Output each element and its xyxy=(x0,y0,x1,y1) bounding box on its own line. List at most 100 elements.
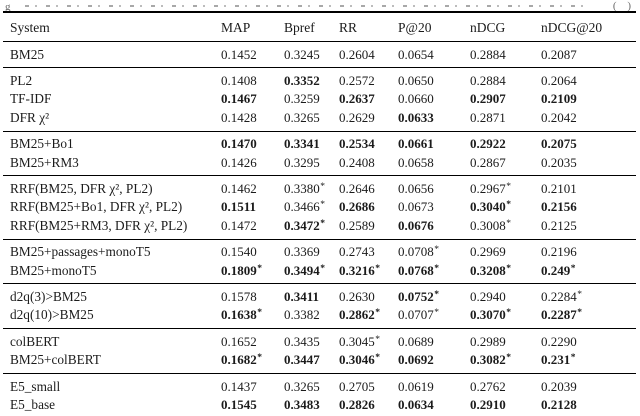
significance-asterisk: * xyxy=(257,263,262,274)
col-header-bpref: Bpref xyxy=(284,12,339,42)
results-table: System MAP Bpref RR P@20 nDCG nDCG@20 BM25 0.14… xyxy=(3,11,636,416)
table-header: System MAP Bpref RR P@20 nDCG nDCG@20 xyxy=(3,12,636,42)
metric-cell: 0.3070* xyxy=(470,307,511,323)
metric-cell: 0.1472 xyxy=(221,217,257,233)
metric-cell: 0.3382 xyxy=(284,307,320,323)
metric-cell: 0.2940 xyxy=(470,288,506,304)
metric-cell: 0.2589 xyxy=(339,217,375,233)
metric-cell: 0.2534 xyxy=(339,136,375,152)
metric-cell: 0.2762 xyxy=(470,378,506,394)
metric-cell: 0.1452 xyxy=(221,46,257,62)
metric-cell: 0.3447 xyxy=(284,352,320,368)
metric-cell: 0.2087 xyxy=(541,46,577,62)
significance-asterisk: * xyxy=(577,308,582,319)
metric-cell: 0.2408 xyxy=(339,154,375,170)
caption-fragment-left: g xyxy=(5,1,11,12)
table-row: d2q(10)>BM25 0.1638* 0.3382 0.2862* 0.0707* 0… xyxy=(3,306,636,328)
system-group-6: d2q(3)>BM25 0.1578 0.3411 0.2630 0.0752* 0.29… xyxy=(3,283,636,329)
metric-cell: 0.2871 xyxy=(470,109,506,125)
col-header-rr: RR xyxy=(339,12,398,42)
metric-cell: 0.1437 xyxy=(221,378,257,394)
metric-cell: 0.0661 xyxy=(398,136,434,152)
metric-cell: 0.0658 xyxy=(398,154,434,170)
system-group-3: BM25+Bo1 0.1470 0.3341 0.2534 0.0661 0.2922 0.… xyxy=(3,131,636,176)
caption-text-remnants xyxy=(25,5,589,7)
metric-cell: 0.0660 xyxy=(398,91,434,107)
significance-asterisk: * xyxy=(506,200,511,211)
significance-asterisk: * xyxy=(375,263,380,274)
metric-cell: 0.2042 xyxy=(541,109,577,125)
significance-asterisk: * xyxy=(570,353,576,364)
metric-cell: 0.3466* xyxy=(284,199,325,215)
metric-cell: 0.2196 xyxy=(541,244,577,260)
significance-asterisk: * xyxy=(570,263,576,274)
metric-cell: 0.3259 xyxy=(284,91,320,107)
system-group-5: BM25+passages+monoT5 0.1540 0.3369 0.2743 0.… xyxy=(3,239,636,284)
table-row: BM25+RM3 0.1426 0.3295 0.2408 0.0658 0.2867 0.… xyxy=(3,154,636,176)
table-row: colBERT 0.1652 0.3435 0.3045* 0.0689 0.2989 0.… xyxy=(3,329,636,351)
metric-cell: 0.1578 xyxy=(221,288,257,304)
table-row: E5_base 0.1545 0.3483 0.2826 0.0634 0.2910 0.2… xyxy=(3,396,636,416)
metric-cell: 0.2128 xyxy=(541,397,577,412)
col-header-ndcg: nDCG xyxy=(470,12,541,42)
metric-cell: 0.0752* xyxy=(398,288,439,304)
significance-asterisk: * xyxy=(506,353,511,364)
system-group-7: colBERT 0.1652 0.3435 0.3045* 0.0689 0.2989 0.… xyxy=(3,328,636,374)
system-label: d2q(3)>BM25 xyxy=(10,288,87,304)
significance-asterisk: * xyxy=(320,181,325,192)
significance-asterisk: * xyxy=(320,200,325,211)
system-label: E5_base xyxy=(10,397,56,412)
system-label: RRF(BM25+Bo1, DFR χ², PL2) xyxy=(10,199,183,215)
significance-asterisk: * xyxy=(257,308,262,319)
metric-cell: 0.3040* xyxy=(470,199,511,215)
significance-asterisk: * xyxy=(506,308,511,319)
metric-cell: 0.2884 xyxy=(470,46,506,62)
metric-cell: 0.3045* xyxy=(339,333,380,349)
table-row: RRF(BM25, DFR χ², PL2) 0.1462 0.3380* 0.264… xyxy=(3,176,636,198)
metric-cell: 0.1428 xyxy=(221,109,257,125)
metric-cell: 0.2284* xyxy=(541,288,582,304)
significance-asterisk: * xyxy=(434,245,439,256)
metric-cell: 0.3008* xyxy=(470,217,511,233)
col-header-map: MAP xyxy=(221,12,284,42)
metric-cell: 0.1511 xyxy=(221,199,257,215)
metric-cell: 0.3295 xyxy=(284,154,320,170)
metric-cell: 0.2637 xyxy=(339,91,375,107)
significance-asterisk: * xyxy=(506,218,511,229)
metric-cell: 0.2035 xyxy=(541,154,577,170)
metric-cell: 0.2907 xyxy=(470,91,506,107)
system-label: BM25+RM3 xyxy=(10,154,79,170)
metric-cell: 0.3245 xyxy=(284,46,320,62)
system-label: DFR χ² xyxy=(10,109,50,125)
table-row: PL2 0.1408 0.3352 0.2572 0.0650 0.2884 0.2064 xyxy=(3,68,636,90)
caption-fragment-right: ( ) xyxy=(612,0,635,12)
metric-cell: 0.2910 xyxy=(470,397,506,412)
metric-cell: 0.2826 xyxy=(339,397,375,412)
metric-cell: 0.0768* xyxy=(398,262,439,278)
metric-cell: 0.2743 xyxy=(339,244,375,260)
system-label: d2q(10)>BM25 xyxy=(10,307,94,323)
metric-cell: 0.1540 xyxy=(221,244,257,260)
metric-cell: 0.1467 xyxy=(221,91,257,107)
metric-cell: 0.1470 xyxy=(221,136,257,152)
system-label: BM25+monoT5 xyxy=(10,262,97,278)
header-row: System MAP Bpref RR P@20 nDCG nDCG@20 xyxy=(3,12,636,42)
significance-asterisk: * xyxy=(434,289,439,300)
significance-asterisk: * xyxy=(506,263,511,274)
system-label: E5_small xyxy=(10,378,61,394)
system-group-4: RRF(BM25, DFR χ², PL2) 0.1462 0.3380* 0.264… xyxy=(3,175,636,239)
metric-cell: 0.231* xyxy=(541,352,576,368)
system-label: RRF(BM25, DFR χ², PL2) xyxy=(10,180,153,196)
metric-cell: 0.2630 xyxy=(339,288,375,304)
significance-asterisk: * xyxy=(375,334,380,345)
system-label: BM25 xyxy=(10,46,44,62)
metric-cell: 0.3411 xyxy=(284,288,320,304)
metric-cell: 0.3265 xyxy=(284,378,320,394)
significance-asterisk: * xyxy=(434,308,439,319)
metric-cell: 0.0689 xyxy=(398,333,434,349)
metric-cell: 0.2686 xyxy=(339,199,375,215)
metric-cell: 0.1426 xyxy=(221,154,257,170)
metric-cell: 0.0619 xyxy=(398,378,434,394)
table-row: RRF(BM25+Bo1, DFR χ², PL2) 0.1511 0.3466* 0… xyxy=(3,198,636,216)
